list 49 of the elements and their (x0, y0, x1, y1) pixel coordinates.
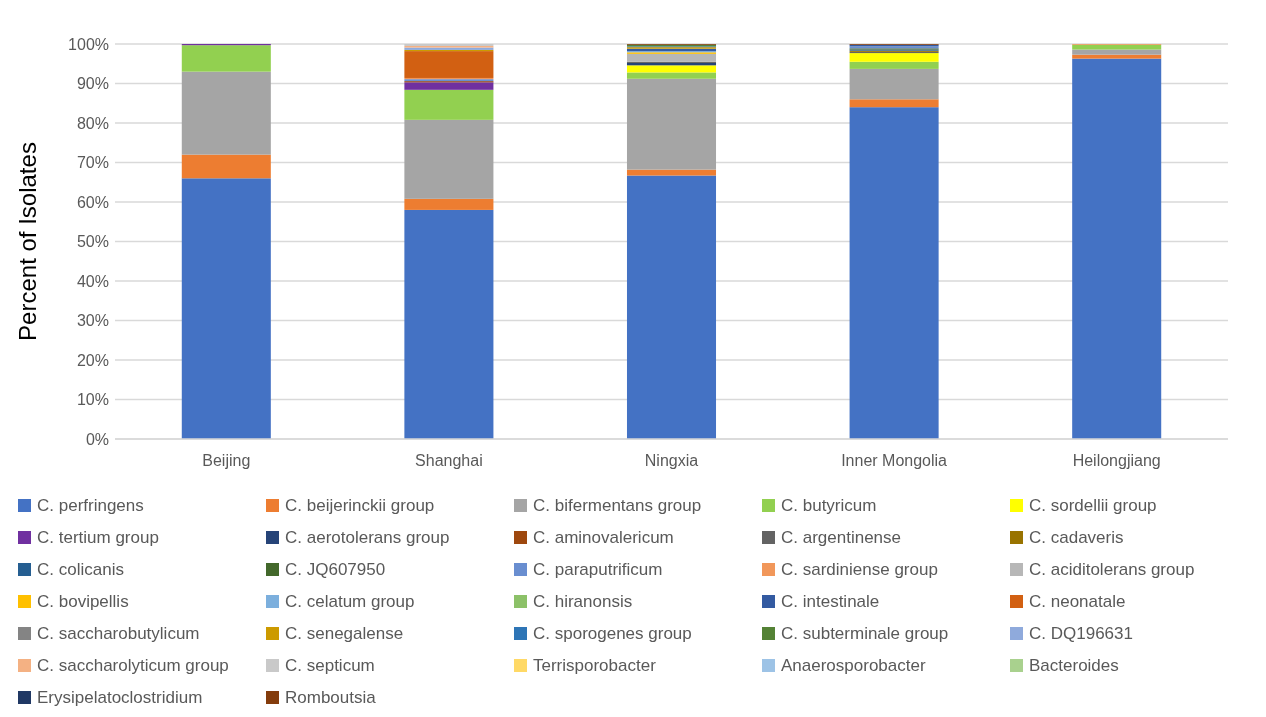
legend-label: C. bovipellis (37, 591, 129, 611)
y-tick-label: 0% (85, 430, 109, 448)
y-tick-label: 80% (76, 114, 109, 132)
legend-label: C. celatum group (285, 591, 415, 611)
legend-label: C. JQ607950 (285, 559, 386, 579)
legend-label: C. saccharobutylicum (37, 623, 200, 643)
legend-label: Anaerosporobacter (781, 655, 926, 675)
legend-label: C. aminovalericum (533, 527, 674, 547)
legend-label: C. cadaveris (1029, 527, 1124, 547)
legend-label: Erysipelatoclostridium (37, 687, 203, 707)
y-tick-label: 40% (76, 272, 109, 290)
y-tick-label: 20% (76, 351, 109, 369)
x-tick-label: Heilongjiang (1072, 452, 1161, 469)
legend-label: C. tertium group (37, 527, 159, 547)
legend-label: Bacteroides (1029, 655, 1119, 675)
x-tick-label: Ningxia (644, 452, 699, 469)
legend-label: C. intestinale (781, 591, 880, 611)
legend-label: C. argentinense (781, 527, 902, 547)
legend-label: C. butyricum (781, 495, 877, 515)
y-tick-label: 100% (68, 35, 109, 53)
legend-label: C. subterminale group (781, 623, 949, 643)
y-axis-title: Percent of Isolates (14, 142, 41, 341)
legend-label: C. aciditolerans group (1029, 559, 1195, 579)
x-tick-label: Inner Mongolia (841, 452, 948, 469)
legend-label: Terrisporobacter (533, 655, 657, 675)
legend-label: C. colicanis (37, 559, 124, 579)
legend-label: C. sporogenes group (533, 623, 692, 643)
y-tick-label: 50% (76, 233, 109, 251)
y-tick-label: 90% (76, 75, 109, 93)
legend-label: Romboutsia (285, 687, 377, 707)
legend-label: C. septicum (285, 655, 375, 675)
legend-label: C. beijerinckii group (285, 495, 435, 515)
y-tick-label: 70% (76, 154, 109, 172)
legend-label: C. DQ196631 (1029, 623, 1133, 643)
legend-label: C. hiranonsis (533, 591, 633, 611)
legend-label: C. neonatale (1029, 591, 1126, 611)
legend-label: C. aerotolerans group (285, 527, 450, 547)
legend-label: C. saccharolyticum group (37, 655, 229, 675)
legend-label: C. paraputrificum (533, 559, 663, 579)
legend-label: C. bifermentans group (533, 495, 702, 515)
legend-label: C. sardiniense group (781, 559, 938, 579)
x-tick-label: Shanghai (415, 452, 483, 469)
legend-label: C. senegalense (285, 623, 404, 643)
legend-label: C. perfringens (37, 495, 144, 515)
y-tick-label: 30% (76, 312, 109, 330)
y-tick-label: 60% (76, 193, 109, 211)
y-tick-label: 10% (76, 391, 109, 409)
x-tick-label: Beijing (202, 452, 251, 469)
legend-label: C. sordellii group (1029, 495, 1157, 515)
